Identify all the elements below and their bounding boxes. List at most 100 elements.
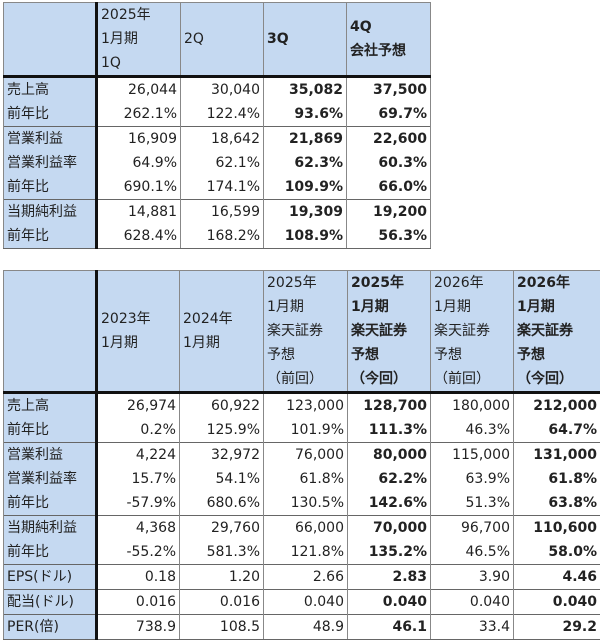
cell-value: 581.3%	[180, 540, 264, 565]
cell-value: 212,000	[514, 393, 600, 419]
cell-value: 111.3%	[348, 418, 431, 443]
header-corner	[4, 271, 97, 393]
cell-value: 16,909	[97, 127, 181, 152]
column-header: 2Q	[181, 3, 264, 77]
cell-value: 4,368	[97, 516, 180, 541]
cell-value: 18,642	[181, 127, 264, 152]
cell-value: 131,000	[514, 443, 600, 468]
cell-value: 680.6%	[180, 491, 264, 516]
cell-value: 70,000	[348, 516, 431, 541]
row-label: PER(倍)	[4, 615, 97, 640]
cell-value: 63.9%	[431, 467, 514, 491]
cell-value: 96,700	[431, 516, 514, 541]
cell-value: 46.5%	[431, 540, 514, 565]
cell-value: 142.6%	[348, 491, 431, 516]
cell-value: -55.2%	[97, 540, 180, 565]
cell-value: 628.4%	[97, 224, 181, 249]
cell-value: 0.016	[97, 590, 180, 615]
cell-value: 123,000	[264, 393, 348, 419]
cell-value: 1.20	[180, 565, 264, 590]
cell-value: 37,500	[347, 77, 431, 103]
cell-value: 58.0%	[514, 540, 600, 565]
cell-value: 30,040	[181, 77, 264, 103]
cell-value: 108.5	[180, 615, 264, 640]
row-label: 配当(ドル)	[4, 590, 97, 615]
table-row: 前年比-55.2%581.3%121.8%135.2%46.5%58.0%	[4, 540, 600, 565]
column-header: 2025年 1月期 楽天証券 予想 （今回）	[348, 271, 431, 393]
cell-value: 180,000	[431, 393, 514, 419]
cell-value: 46.3%	[431, 418, 514, 443]
cell-value: 69.7%	[347, 102, 431, 127]
cell-value: 33.4	[431, 615, 514, 640]
cell-value: 738.9	[97, 615, 180, 640]
column-header: 2026年 1月期 楽天証券 予想 （今回）	[514, 271, 600, 393]
cell-value: 26,044	[97, 77, 181, 103]
cell-value: 130.5%	[264, 491, 348, 516]
cell-value: 262.1%	[97, 102, 181, 127]
column-header: 2025年 1月期 1Q	[97, 3, 181, 77]
cell-value: 62.2%	[348, 467, 431, 491]
cell-value: 21,869	[264, 127, 347, 152]
row-label: 売上高	[4, 77, 97, 103]
cell-value: 0.2%	[97, 418, 180, 443]
row-label: 前年比	[4, 175, 97, 200]
column-header: 2025年 1月期 楽天証券 予想 （前回）	[264, 271, 348, 393]
cell-value: 48.9	[264, 615, 348, 640]
cell-value: 19,309	[264, 200, 347, 225]
cell-value: 54.1%	[180, 467, 264, 491]
cell-value: 2.66	[264, 565, 348, 590]
cell-value: 14,881	[97, 200, 181, 225]
cell-value: 128,700	[348, 393, 431, 419]
cell-value: 101.9%	[264, 418, 348, 443]
cell-value: 115,000	[431, 443, 514, 468]
cell-value: 29,760	[180, 516, 264, 541]
row-label: EPS(ドル)	[4, 565, 97, 590]
cell-value: 0.040	[514, 590, 600, 615]
cell-value: 60,922	[180, 393, 264, 419]
cell-value: 46.1	[348, 615, 431, 640]
row-label: 前年比	[4, 418, 97, 443]
cell-value: 4,224	[97, 443, 180, 468]
column-header: 4Q 会社予想	[347, 3, 431, 77]
cell-value: 135.2%	[348, 540, 431, 565]
cell-value: 110,600	[514, 516, 600, 541]
cell-value: 121.8%	[264, 540, 348, 565]
cell-value: 93.6%	[264, 102, 347, 127]
row-label: 前年比	[4, 102, 97, 127]
cell-value: 61.8%	[514, 467, 600, 491]
cell-value: 122.4%	[181, 102, 264, 127]
cell-value: 60.3%	[347, 151, 431, 175]
cell-value: 22,600	[347, 127, 431, 152]
cell-value: 76,000	[264, 443, 348, 468]
cell-value: 0.18	[97, 565, 180, 590]
cell-value: 0.040	[264, 590, 348, 615]
cell-value: 80,000	[348, 443, 431, 468]
cell-value: 62.1%	[181, 151, 264, 175]
column-header: 2023年 1月期	[97, 271, 180, 393]
cell-value: 16,599	[181, 200, 264, 225]
cell-value: 15.7%	[97, 467, 180, 491]
cell-value: 2.83	[348, 565, 431, 590]
cell-value: 66.0%	[347, 175, 431, 200]
column-header: 3Q	[264, 3, 347, 77]
cell-value: 0.040	[348, 590, 431, 615]
row-label: 営業利益	[4, 443, 97, 468]
row-label: 前年比	[4, 224, 97, 249]
